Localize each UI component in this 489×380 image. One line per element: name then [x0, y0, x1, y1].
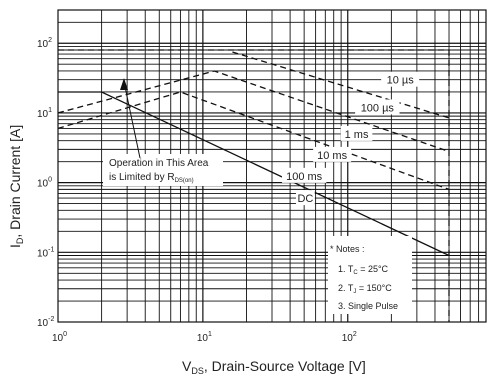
tick-labels: 100 101 102 102 101 100 10-1 10-2: [37, 37, 357, 344]
curve-label: 1 ms: [345, 129, 369, 141]
plot-frame: [57, 9, 487, 323]
x-tick-label: 102: [342, 331, 357, 344]
annotation-line-1: Operation in This Area: [109, 158, 209, 169]
series-10-ms: [57, 91, 450, 191]
curve-label: 10 ms: [317, 150, 347, 162]
y-tick-label: 10-2: [37, 316, 54, 329]
curve-labels: 10 µs 100 µs 1 ms 10 ms 100 ms DC: [281, 71, 420, 206]
y-tick-label: 10-1: [37, 246, 54, 259]
notes-background: [328, 236, 412, 314]
notes-box: * Notes : 1. TC = 25°C 2. TJ = 150°C 3. …: [328, 236, 412, 314]
y-tick-label: 102: [37, 37, 52, 50]
x-axis-label: VDS, Drain-Source Voltage [V]: [182, 358, 366, 376]
curve-label-bg: [313, 146, 352, 162]
curve-label-bg: [295, 190, 315, 206]
y-tick-label: 100: [37, 177, 52, 190]
note-2: 2. TJ = 150°C: [338, 283, 392, 295]
curve-label: 10 µs: [387, 75, 415, 87]
annotation-arrow: [120, 78, 141, 159]
y-tick-label: 101: [37, 107, 52, 120]
curve-label: DC: [297, 193, 313, 205]
annotation-box: [103, 154, 223, 186]
curve-label-bg: [340, 125, 373, 141]
arrow-shaft: [123, 81, 141, 159]
rds-limit-annotation: Operation in This Area is Limited by RDS…: [103, 154, 223, 186]
series-1-ms: [57, 70, 450, 153]
note-1: 1. TC = 25°C: [338, 264, 389, 276]
curve-label-bg: [281, 167, 327, 183]
curve-label: 100 ms: [286, 171, 323, 183]
notes-title: * Notes :: [330, 244, 365, 254]
x-tick-label: 101: [197, 331, 212, 344]
arrow-head: [120, 78, 128, 90]
series-dc: [58, 91, 450, 257]
y-axis-label: ID, Drain Current [A]: [7, 125, 25, 248]
series-group: [57, 49, 450, 322]
x-tick-label: 100: [52, 331, 67, 344]
series-100-s: [232, 51, 450, 119]
curve-label: 100 µs: [361, 102, 395, 114]
curve-label-bg: [355, 99, 400, 115]
curve-label-bg: [381, 71, 420, 87]
grid: [58, 10, 486, 322]
note-3: 3. Single Pulse: [338, 301, 398, 311]
annotation-line-2: is Limited by RDS(on): [109, 172, 194, 184]
